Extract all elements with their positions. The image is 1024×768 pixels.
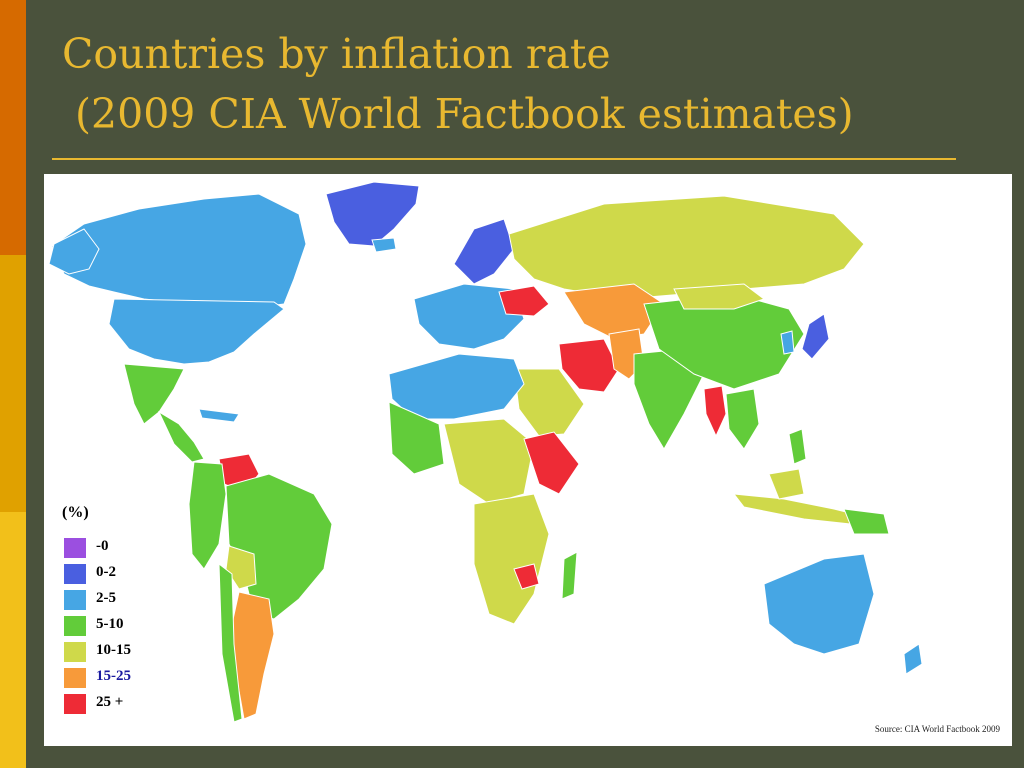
region-ukraine xyxy=(498,285,550,317)
region-iran xyxy=(558,338,620,393)
legend-swatch xyxy=(64,668,86,688)
region-southern-africa xyxy=(473,493,550,625)
legend-item: -0 xyxy=(64,536,184,558)
legend-item: 2-5 xyxy=(64,588,184,610)
region-alaska xyxy=(48,228,100,275)
region-western-europe xyxy=(413,283,525,350)
accent-bar xyxy=(0,0,26,768)
legend-swatch xyxy=(64,642,86,662)
region-madagascar xyxy=(561,551,578,600)
region-korea xyxy=(780,330,795,355)
region-central-asia xyxy=(563,283,665,340)
legend-swatch xyxy=(64,564,86,584)
region-usa xyxy=(108,298,285,365)
region-iceland xyxy=(371,237,397,253)
legend-label: 25 + xyxy=(96,694,124,710)
region-west-africa xyxy=(388,401,445,475)
legend-item: 10-15 xyxy=(64,640,184,662)
region-mexico xyxy=(123,363,185,425)
accent-segment-gold xyxy=(0,255,26,512)
region-chile xyxy=(218,562,243,723)
legend-item: 0-2 xyxy=(64,562,184,584)
legend-item: 25 + xyxy=(64,692,184,714)
region-horn-of-africa xyxy=(523,431,580,495)
region-myanmar xyxy=(703,385,727,438)
legend-swatch xyxy=(64,590,86,610)
region-colombia-peru xyxy=(188,461,227,570)
world-map xyxy=(48,181,923,723)
legend-item: 15-25 xyxy=(64,666,184,688)
legend-swatch xyxy=(64,616,86,636)
region-australia xyxy=(763,553,875,655)
map-panel: (%) -0 0-2 2-5 5-10 10-15 15-25 25 + Source: C… xyxy=(44,174,1012,746)
region-canada xyxy=(51,193,307,310)
title-underline xyxy=(52,158,956,160)
region-southeast-asia xyxy=(725,388,760,450)
legend-item: 5-10 xyxy=(64,614,184,636)
accent-segment-yellow xyxy=(0,512,26,768)
source-note: Source: CIA World Factbook 2009 xyxy=(874,724,1000,734)
region-mongolia xyxy=(673,283,766,310)
region-central-africa xyxy=(443,418,535,505)
region-new-guinea xyxy=(843,508,890,535)
legend-label: 5-10 xyxy=(96,616,124,632)
region-central-america xyxy=(157,410,205,463)
region-greenland xyxy=(325,181,420,247)
region-new-zealand xyxy=(903,643,923,675)
region-philippines xyxy=(788,428,807,465)
region-zimbabwe xyxy=(513,563,540,590)
slide-title: Countries by inflation rate (2009 CIA Wo… xyxy=(62,30,854,138)
region-arabia xyxy=(513,368,585,437)
accent-segment-orange xyxy=(0,0,26,255)
legend-label: 15-25 xyxy=(96,668,131,684)
region-north-africa xyxy=(388,353,525,420)
region-borneo xyxy=(768,468,805,500)
region-russia xyxy=(508,195,865,300)
legend-swatch xyxy=(64,538,86,558)
legend-swatch xyxy=(64,694,86,714)
region-japan xyxy=(801,313,830,360)
region-bolivia xyxy=(225,545,257,590)
region-scandinavia xyxy=(453,218,515,285)
legend-label: -0 xyxy=(96,538,109,554)
legend-label: 2-5 xyxy=(96,590,116,606)
legend-title: (%) xyxy=(62,504,89,521)
legend-label: 10-15 xyxy=(96,642,131,658)
legend-label: 0-2 xyxy=(96,564,116,580)
region-caribbean xyxy=(198,408,240,423)
